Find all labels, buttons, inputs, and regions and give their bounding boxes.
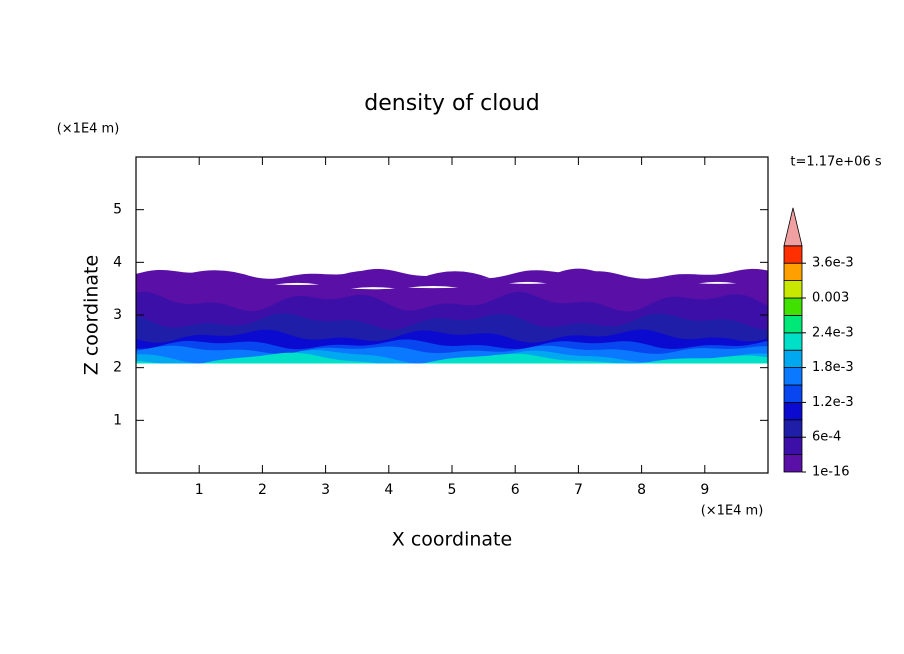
y-tick-label: 3: [113, 307, 122, 323]
colorbar-box: [783, 419, 803, 438]
colorbar-box: [783, 280, 803, 299]
x-tick-label: 4: [384, 482, 393, 498]
colorbar-box: [783, 262, 803, 282]
colorbar-box: [783, 367, 803, 386]
colorbar-label: 1.8e-3: [812, 360, 854, 375]
x-tick-label: 2: [258, 482, 267, 498]
x-tick-label: 6: [511, 482, 520, 498]
contour-band: [173, 270, 257, 279]
colorbar-box: [783, 401, 803, 421]
colorbar-label: 2.4e-3: [812, 325, 854, 340]
x-unit: (×1E4 m): [701, 504, 764, 519]
contour-gap: [275, 282, 320, 285]
x-tick-label: 8: [637, 482, 646, 498]
contour-band: [546, 268, 610, 279]
colorbar-box: [783, 384, 803, 403]
colorbar-label: 6e-4: [812, 430, 841, 445]
colorbar-box: [783, 332, 803, 351]
colorbar-box: [783, 314, 803, 334]
x-tick-label: 1: [195, 482, 204, 498]
colorbar-label: 1e-16: [812, 465, 850, 480]
contour-gap: [508, 281, 547, 284]
contour-gap: [407, 286, 459, 289]
colorbar-extend: [783, 207, 803, 247]
y-axis-label: Z coordinate: [81, 255, 103, 375]
colorbar-box: [783, 245, 803, 264]
colorbar-box: [783, 349, 803, 369]
x-tick-label: 9: [700, 482, 709, 498]
contour-gap: [698, 281, 737, 284]
chart-title: density of cloud: [364, 91, 539, 116]
y-unit: (×1E4 m): [57, 122, 120, 137]
x-tick-label: 5: [448, 482, 457, 498]
y-tick-label: 4: [113, 254, 122, 270]
contour-band: [331, 270, 402, 279]
contour-band: [136, 352, 768, 364]
y-tick-label: 2: [113, 360, 122, 376]
y-tick-label: 5: [113, 202, 122, 218]
y-tick-label: 1: [113, 412, 122, 428]
contour-band: [420, 271, 490, 279]
colorbar-box: [783, 436, 803, 456]
x-tick-label: 7: [574, 482, 583, 498]
x-tick-label: 3: [321, 482, 330, 498]
colorbar-box: [783, 454, 803, 473]
colorbar-label: 1.2e-3: [812, 395, 854, 410]
x-axis-label: X coordinate: [392, 529, 512, 551]
colorbar-label: 3.6e-3: [812, 256, 854, 271]
contour-gap: [350, 287, 396, 290]
colorbar-box: [783, 297, 803, 316]
annotation: t=1.17e+06 s: [790, 155, 882, 170]
colorbar-label: 0.003: [812, 291, 849, 306]
